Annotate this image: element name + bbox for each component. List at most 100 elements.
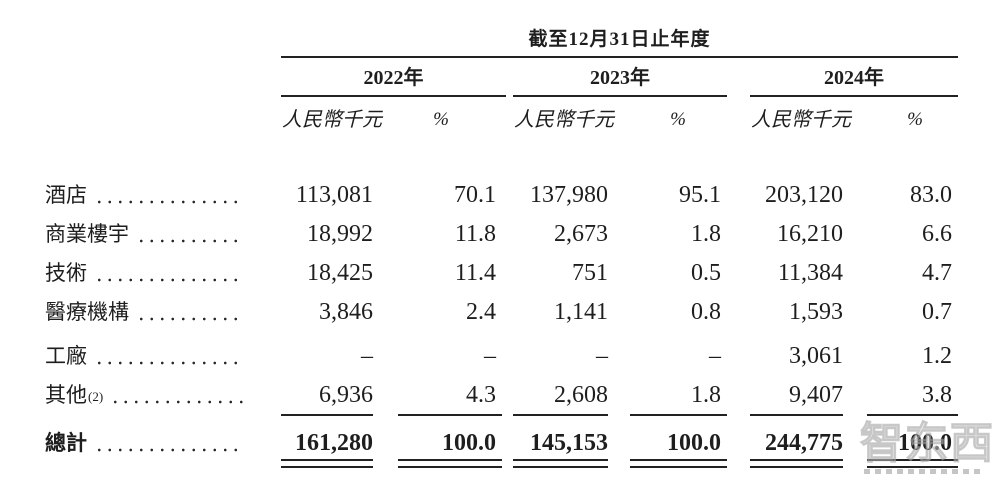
cell: 3,061 bbox=[789, 343, 843, 369]
cell: 1.8 bbox=[691, 221, 721, 247]
row-label-cell: 工廠 bbox=[45, 343, 247, 369]
year-header-2024: 2024年 bbox=[824, 67, 884, 89]
cell: 1,141 bbox=[554, 299, 608, 325]
cell: 6,936 bbox=[319, 382, 373, 408]
row-label-cell: 醫療機構 bbox=[45, 299, 247, 325]
total-cell-2024-amount: 244,775 bbox=[765, 430, 843, 456]
dot-leader bbox=[94, 361, 245, 365]
table-row: 商業樓宇 18,992 11.8 2,673 1.8 16,210 6.6 bbox=[0, 221, 1000, 247]
year-header-2023: 2023年 bbox=[590, 67, 650, 89]
total-label-cell: 總計 bbox=[45, 430, 247, 456]
unit-header: 人民幣千元 bbox=[514, 109, 614, 131]
table-row: 工廠 – – – – 3,061 1.2 bbox=[0, 343, 1000, 369]
cell: 137,980 bbox=[530, 182, 608, 208]
row-label-cell: 酒店 bbox=[45, 182, 247, 208]
rule-segment bbox=[398, 414, 502, 416]
watermark-tagline bbox=[864, 469, 982, 474]
cell: 11.8 bbox=[454, 221, 496, 247]
cell: 18,425 bbox=[307, 260, 373, 286]
subheader-2024: 人民幣千元 % bbox=[750, 107, 958, 133]
table-row: 醫療機構 3,846 2.4 1,141 0.8 1,593 0.7 bbox=[0, 299, 1000, 325]
table-row-total: 總計 161,280 100.0 145,153 100.0 244,775 1… bbox=[0, 430, 1000, 456]
cell: 4.3 bbox=[466, 382, 496, 408]
cell: 95.1 bbox=[679, 182, 721, 208]
dot-leader bbox=[94, 200, 245, 204]
row-label: 其他 bbox=[45, 383, 87, 407]
cell: 1,593 bbox=[789, 299, 843, 325]
rule-segment bbox=[867, 414, 958, 416]
cell: – bbox=[361, 343, 373, 369]
total-cell-2023-percent: 100.0 bbox=[667, 430, 721, 456]
cell: 1.2 bbox=[922, 343, 952, 369]
table-top-rule bbox=[281, 56, 958, 58]
table-row: 其他 (2) 6,936 4.3 2,608 1.8 9,407 3.8 bbox=[0, 382, 1000, 408]
rule-segment bbox=[630, 414, 727, 416]
row-label-cell: 技術 bbox=[45, 260, 247, 286]
cell: 3.8 bbox=[922, 382, 952, 408]
cell: 18,992 bbox=[307, 221, 373, 247]
total-cell-2023-amount: 145,153 bbox=[530, 430, 608, 456]
year-group-2022: 2022年 bbox=[281, 63, 506, 97]
percent-header: % bbox=[670, 109, 686, 130]
cell: 113,081 bbox=[295, 182, 373, 208]
cell: 70.1 bbox=[454, 182, 496, 208]
cell: 11,384 bbox=[777, 260, 843, 286]
subheader-2022: 人民幣千元 % bbox=[281, 107, 506, 133]
table-row: 酒店 113,081 70.1 137,980 95.1 203,120 83.… bbox=[0, 182, 1000, 208]
cell: 9,407 bbox=[789, 382, 843, 408]
total-cell-2022-percent: 100.0 bbox=[442, 430, 496, 456]
cell: 11.4 bbox=[454, 260, 496, 286]
rule-segment bbox=[281, 414, 373, 416]
year-group-2023: 2023年 bbox=[513, 63, 727, 97]
total-cell-2024-percent: 100.0 bbox=[898, 430, 952, 456]
rule-segment bbox=[867, 459, 958, 468]
cell: 0.8 bbox=[691, 299, 721, 325]
cell: 2,608 bbox=[554, 382, 608, 408]
percent-header: % bbox=[907, 109, 923, 130]
rule-segment bbox=[513, 414, 608, 416]
dot-leader bbox=[94, 448, 245, 452]
cell: – bbox=[484, 343, 496, 369]
table-caption: 截至12月31日止年度 bbox=[528, 29, 711, 50]
cell: 16,210 bbox=[777, 221, 843, 247]
row-label: 工廠 bbox=[45, 344, 87, 368]
cell: 83.0 bbox=[910, 182, 952, 208]
row-label-cell: 其他 (2) bbox=[45, 382, 247, 408]
cell: – bbox=[709, 343, 721, 369]
row-label-cell: 商業樓宇 bbox=[45, 221, 247, 247]
rule-segment bbox=[513, 459, 608, 468]
table-row: 技術 18,425 11.4 751 0.5 11,384 4.7 bbox=[0, 260, 1000, 286]
row-footnote-ref: (2) bbox=[88, 389, 104, 404]
cell: 0.7 bbox=[922, 299, 952, 325]
subheader-2023: 人民幣千元 % bbox=[513, 107, 727, 133]
cell: 0.5 bbox=[691, 260, 721, 286]
unit-header: 人民幣千元 bbox=[282, 109, 382, 131]
row-label: 總計 bbox=[45, 431, 87, 455]
row-label: 醫療機構 bbox=[45, 300, 129, 324]
row-label: 商業樓宇 bbox=[45, 222, 129, 246]
year-header-2022: 2022年 bbox=[363, 67, 424, 89]
column-subtotal-rule bbox=[0, 414, 1000, 416]
rule-segment bbox=[398, 459, 502, 468]
total-double-rule bbox=[0, 459, 1000, 468]
cell: – bbox=[596, 343, 608, 369]
rule-segment bbox=[750, 459, 843, 468]
cell: 2.4 bbox=[466, 299, 496, 325]
cell: 6.6 bbox=[922, 221, 952, 247]
dot-leader bbox=[136, 317, 245, 321]
total-cell-2022-amount: 161,280 bbox=[295, 430, 373, 456]
row-label: 酒店 bbox=[45, 183, 87, 207]
dot-leader bbox=[110, 400, 245, 404]
cell: 1.8 bbox=[691, 382, 721, 408]
percent-header: % bbox=[433, 109, 449, 130]
dot-leader bbox=[136, 239, 245, 243]
cell: 4.7 bbox=[922, 260, 952, 286]
cell: 2,673 bbox=[554, 221, 608, 247]
cell: 203,120 bbox=[765, 182, 843, 208]
cell: 751 bbox=[572, 260, 608, 286]
rule-segment bbox=[281, 459, 373, 468]
dot-leader bbox=[94, 278, 245, 282]
rule-segment bbox=[630, 459, 727, 468]
row-label: 技術 bbox=[45, 261, 87, 285]
